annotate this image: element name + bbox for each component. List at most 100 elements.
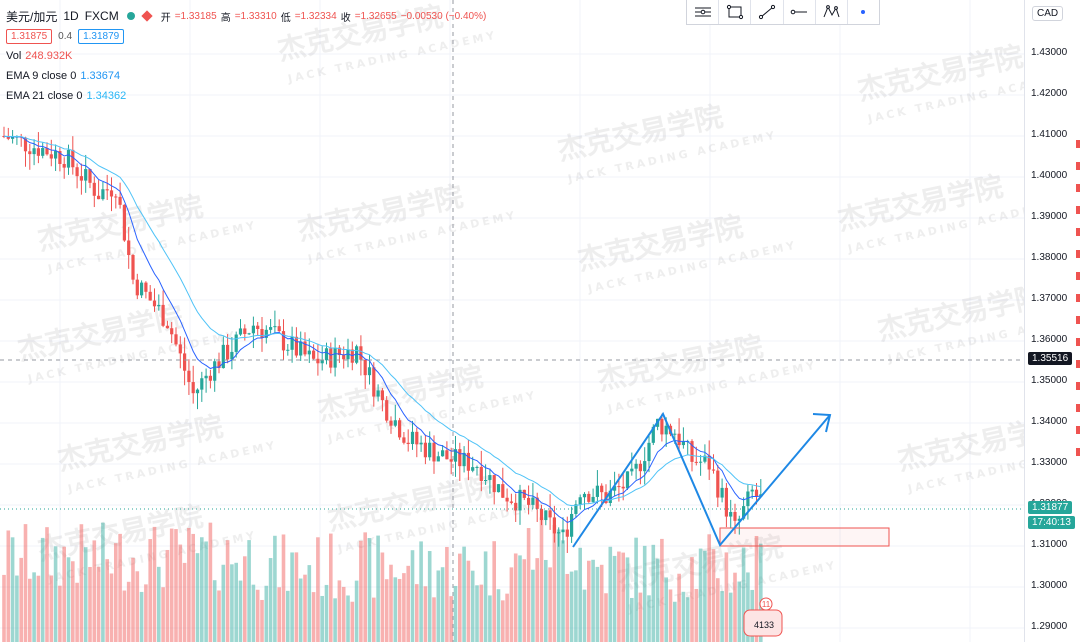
dot-icon[interactable] [848,0,879,24]
volume-legend-row[interactable]: Vol 248.932K [6,46,490,66]
candle-body [466,452,470,471]
ema-lines [3,135,761,524]
candle-body [522,489,526,498]
volume-bar [346,595,350,642]
volume-bar [376,535,380,642]
candle-body [647,442,651,462]
price-tick-label: 1.35000 [1031,375,1068,386]
candle-body [234,334,238,352]
ema9-legend-row[interactable]: EMA 9 close 0 1.33674 [6,66,490,86]
candle-body [651,426,655,443]
last-price-label: 1.31877 [1028,501,1073,514]
candle-body [45,148,49,155]
ema21-label: EMA 21 close 0 [6,90,83,102]
volume-bar [28,578,32,642]
candle-body [514,502,518,511]
support-zone-rectangle[interactable] [719,527,890,547]
price-tick-label: 1.33000 [1031,457,1068,468]
xabcd-pattern-icon[interactable] [816,0,848,24]
broker-label[interactable]: FXCM [84,9,119,23]
alert-marker [1076,250,1080,258]
volume-bar [608,546,613,642]
volume-bar [298,578,303,642]
candle-body [673,433,677,435]
volume-bar [96,566,101,642]
candle-body [355,346,359,363]
badge-code: 4133 [754,620,774,630]
candle-body [518,489,522,511]
notification-badge[interactable]: 11 4133 [743,597,783,637]
horizontal-lines-icon[interactable] [687,0,720,24]
candle-body [92,182,96,196]
volume-bar [733,572,737,642]
alert-marker [1076,360,1080,368]
symbol-name[interactable]: 美元/加元 [6,9,58,24]
candle-body [591,496,595,502]
alert-marker [1076,294,1080,302]
candle-body [140,282,144,296]
candle-body [694,461,698,463]
volume-bar [359,540,363,642]
candle-body [152,300,157,307]
volume-label: Vol [6,50,22,62]
volume-bar [255,589,260,642]
candle-body [754,489,759,497]
candle-body [630,468,634,472]
alert-marker [1076,426,1080,434]
volume-bar [66,557,71,642]
candle-body [462,452,466,467]
horizontal-ray-icon[interactable] [784,0,816,24]
abcd-pattern-line[interactable] [572,411,831,548]
volume-bar [324,584,329,642]
candle-body [127,240,131,256]
volume-bar [625,557,630,642]
volume-bar [574,570,578,642]
volume-bar [139,591,144,642]
candle-body [574,504,578,514]
candle-body [105,189,109,191]
candle-body [286,349,290,351]
candle-body [243,328,247,334]
candle-body [11,136,15,139]
volume-bar [212,580,217,642]
volume-bar [578,547,582,642]
volume-bar [217,590,221,642]
candle-body [699,461,703,463]
interval-label[interactable]: 1D [63,9,79,23]
volume-bar [518,555,522,642]
candle-body [505,497,509,502]
volume-bar [707,534,711,642]
currency-button[interactable]: CAD [1032,6,1064,21]
rectangle-icon[interactable] [719,0,752,24]
crosshair-price-label: 1.35516 [1028,352,1073,365]
volume-bar [225,540,230,642]
volume-bar [423,586,428,642]
sell-price-button[interactable]: 1.31875 [6,28,53,44]
trend-line-icon[interactable] [751,0,784,24]
volume-bar [114,543,118,642]
flag-icon[interactable] [141,10,153,22]
candle-body [118,196,122,205]
candle-body [148,291,152,301]
chart-area[interactable]: 杰克交易学院 JACK TRADING ACADEMY 杰克交易学院 JACK TRA… [0,0,1024,642]
candle-body [634,463,638,469]
candle-body [277,326,281,332]
volume-bar [621,552,625,642]
candle-body [711,469,716,471]
candle-body [251,325,255,334]
price-tick-label: 1.30000 [1031,580,1068,591]
volume-bar [19,557,23,642]
volume-bar [522,559,527,642]
candle-body [161,304,165,326]
volume-bar [634,537,638,642]
volume-bar [105,559,109,642]
volume-bar [612,555,617,642]
candle-body [114,196,118,198]
price-axis[interactable]: 1.43000 1.42000 1.41000 1.40000 1.39000 1.380… [1024,0,1080,642]
low-value: =1.32334 [294,10,337,22]
ema21-legend-row[interactable]: EMA 21 close 0 1.34362 [6,86,490,106]
candle-body [660,418,664,435]
buy-price-button[interactable]: 1.31879 [78,28,125,44]
